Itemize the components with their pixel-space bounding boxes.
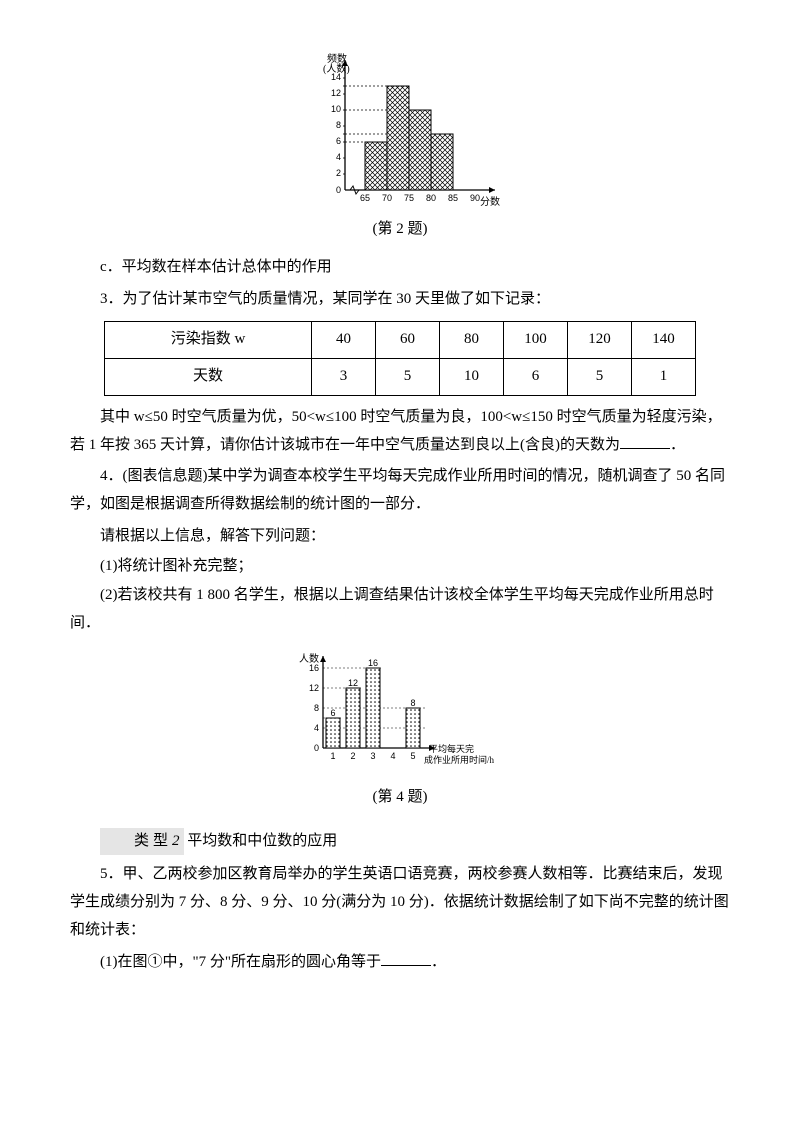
q3-stem: 3．为了估计某市空气的质量情况，某同学在 30 天里做了如下记录：	[70, 286, 730, 314]
q3-day: 5	[568, 359, 632, 396]
svg-text:1: 1	[330, 751, 335, 761]
q3-day: 10	[440, 359, 504, 396]
svg-text:90: 90	[470, 193, 480, 203]
svg-text:人数: 人数	[299, 652, 319, 665]
q3-col: 100	[504, 322, 568, 359]
chart-q2: 0 2 4 6 8 10 12 14 6	[70, 50, 730, 210]
q3-col: 80	[440, 322, 504, 359]
svg-text:分数: 分数	[480, 195, 500, 208]
svg-text:70: 70	[382, 193, 392, 203]
q5-blank	[381, 965, 431, 966]
type2-line: 类型2 平均数和中位数的应用	[70, 828, 730, 856]
type2-label: 类型	[134, 833, 172, 849]
type2-tag: 类型2	[100, 828, 184, 856]
svg-text:80: 80	[426, 193, 436, 203]
svg-text:0: 0	[314, 743, 319, 753]
svg-text:5: 5	[410, 751, 415, 761]
q5-sub1: (1)在图①中，"7 分"所在扇形的圆心角等于 ．	[70, 949, 730, 977]
svg-text:3: 3	[370, 751, 375, 761]
svg-text:2: 2	[350, 751, 355, 761]
svg-text:85: 85	[448, 193, 458, 203]
q3-row2-label: 天数	[105, 359, 312, 396]
svg-text:4: 4	[314, 723, 319, 733]
q3-day: 6	[504, 359, 568, 396]
q5-sub1-b: ．	[431, 954, 446, 970]
q3-col: 60	[376, 322, 440, 359]
section-c: c．平均数在样本估计总体中的作用	[70, 254, 730, 282]
q3-table: 污染指数 w 40 60 80 100 120 140 天数 3 5 10 6 …	[104, 321, 696, 396]
q3-post-dot: ．	[670, 437, 685, 453]
q3-col: 40	[312, 322, 376, 359]
q3-blank	[620, 448, 670, 449]
svg-text:10: 10	[331, 104, 341, 114]
q3-col: 140	[632, 322, 696, 359]
q5-stem: 5．甲、乙两校参加区教育局举办的学生英语口语竞赛，两校参赛人数相等．比赛结束后，…	[70, 861, 730, 944]
q4-stem: 4．(图表信息题)某中学为调查本校学生平均每天完成作业所用时间的情况，随机调查了…	[70, 463, 730, 519]
svg-text:(人数): (人数)	[323, 62, 350, 75]
q4-sub2: (2)若该校共有 1 800 名学生，根据以上调查结果估计该校全体学生平均每天完…	[70, 582, 730, 638]
q3-post-text: 其中 w≤50 时空气质量为优，50<w≤100 时空气质量为良，100<w≤1…	[70, 409, 722, 453]
chart-q4: 0 4 8 12 16 1 2 3 4 5	[70, 648, 730, 778]
q3-day: 5	[376, 359, 440, 396]
q4-sub1: (1)将统计图补充完整；	[70, 553, 730, 581]
table-row: 污染指数 w 40 60 80 100 120 140	[105, 322, 696, 359]
svg-text:0: 0	[336, 185, 341, 195]
chart-q4-caption: (第 4 题)	[70, 784, 730, 812]
q3-day: 1	[632, 359, 696, 396]
q5-sub1-a: (1)在图①中，"7 分"所在扇形的圆心角等于	[100, 954, 381, 970]
q3-post: 其中 w≤50 时空气质量为优，50<w≤100 时空气质量为良，100<w≤1…	[70, 404, 730, 460]
q3-col: 120	[568, 322, 632, 359]
q4-line1: 请根据以上信息，解答下列问题：	[70, 523, 730, 551]
bar-chart-q4: 0 4 8 12 16 1 2 3 4 5	[285, 648, 515, 778]
page: 0 2 4 6 8 10 12 14 6	[0, 0, 800, 1132]
svg-text:12: 12	[348, 678, 358, 688]
q3-row1-label: 污染指数 w	[105, 322, 312, 359]
svg-text:16: 16	[368, 658, 378, 668]
svg-text:8: 8	[336, 120, 341, 130]
svg-text:12: 12	[309, 683, 319, 693]
svg-text:4: 4	[336, 152, 341, 162]
table-row: 天数 3 5 10 6 5 1	[105, 359, 696, 396]
svg-text:6: 6	[330, 708, 335, 718]
svg-text:2: 2	[336, 168, 341, 178]
svg-text:12: 12	[331, 88, 341, 98]
svg-text:65: 65	[360, 193, 370, 203]
histogram-q2: 0 2 4 6 8 10 12 14 6	[295, 50, 505, 210]
type2-title: 平均数和中位数的应用	[184, 833, 338, 849]
svg-text:8: 8	[410, 698, 415, 708]
svg-text:平均每天完: 平均每天完	[429, 743, 474, 754]
svg-text:成作业所用时间/h: 成作业所用时间/h	[424, 754, 495, 765]
svg-text:6: 6	[336, 136, 341, 146]
svg-text:8: 8	[314, 703, 319, 713]
chart-q2-caption: (第 2 题)	[70, 216, 730, 244]
q3-day: 3	[312, 359, 376, 396]
svg-text:75: 75	[404, 193, 414, 203]
type2-num: 2	[172, 833, 180, 849]
svg-text:4: 4	[390, 751, 395, 761]
